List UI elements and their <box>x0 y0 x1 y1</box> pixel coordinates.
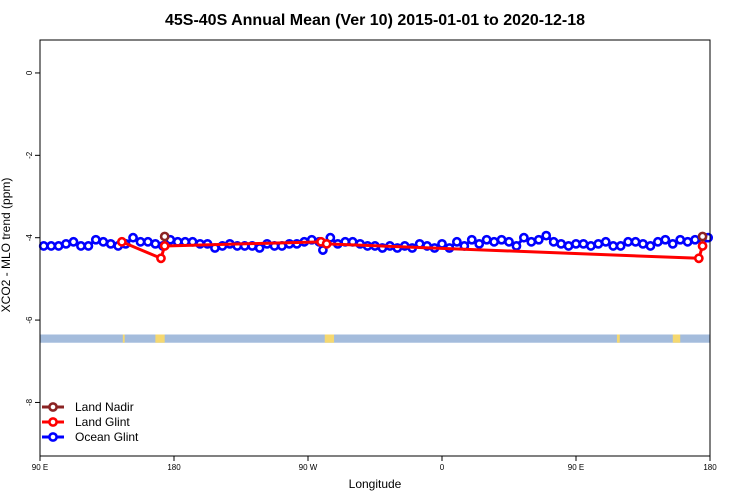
legend-label-land-nadir: Land Nadir <box>75 400 134 414</box>
ocean-glint-point <box>623 236 634 247</box>
ocean-glint-point <box>466 234 477 245</box>
ocean-glint-point <box>481 234 492 245</box>
ocean-glint-point <box>105 238 116 249</box>
ocean-glint-point <box>489 236 500 247</box>
y-tick-label: -6 <box>25 316 34 324</box>
x-axis: 90 E 180 90 W 0 90 E 180 <box>32 456 717 472</box>
ocean-glint-point <box>578 238 589 249</box>
land-glint-point <box>321 238 332 249</box>
plot-frame <box>39 39 711 457</box>
legend-label-land-glint: Land Glint <box>75 415 130 429</box>
legend-marker-ocean-glint <box>48 432 58 442</box>
land-glint-point <box>156 253 166 264</box>
land-glint-point <box>116 236 127 247</box>
legend-marker-land-nadir <box>48 402 58 412</box>
x-tick-label: 90 E <box>568 463 584 472</box>
ocean-glint-point <box>533 234 544 245</box>
legend-label-ocean-glint: Ocean Glint <box>75 430 139 444</box>
ocean-glint-point <box>76 241 86 251</box>
ocean-glint-point <box>675 234 686 245</box>
land-nadir-point <box>159 231 170 242</box>
ocean-glint-point <box>451 236 462 247</box>
ocean-glint-point <box>83 241 94 251</box>
ocean-glint-point <box>128 232 138 243</box>
y-axis: 0 -2 -4 -6 -8 <box>25 70 40 406</box>
ocean-glint-point <box>600 236 611 247</box>
ocean-glint-point <box>593 238 604 249</box>
ocean-glint-point <box>630 236 641 247</box>
series-layer <box>38 230 714 264</box>
ocean-glint-point <box>135 236 146 247</box>
ocean-glint-point <box>61 238 71 249</box>
land-ocean-mask <box>40 334 710 343</box>
ocean-glint-point <box>143 236 153 247</box>
ocean-glint-point <box>90 234 101 245</box>
ocean-glint-point <box>585 241 596 251</box>
land-glint-point <box>693 253 704 264</box>
ocean-glint-point <box>645 241 656 251</box>
ocean-glint-point <box>690 234 701 245</box>
ocean-glint-point <box>541 230 552 241</box>
land-segment <box>324 334 335 343</box>
land-segment <box>672 334 681 343</box>
ocean-glint-point <box>511 241 522 251</box>
land-segment <box>155 334 165 343</box>
ocean-glint-point <box>608 241 619 251</box>
ocean-glint-point <box>652 236 663 247</box>
x-tick-label: 90 E <box>32 463 48 472</box>
ocean-glint-point <box>638 238 648 249</box>
y-tick-label: 0 <box>25 70 34 75</box>
ocean-glint-point <box>571 238 581 249</box>
x-tick-label: 180 <box>167 463 181 472</box>
ocean-glint-point <box>504 236 514 247</box>
ocean-glint-point <box>53 241 64 251</box>
ocean-glint-point <box>615 241 626 251</box>
ocean-glint-point <box>548 236 559 247</box>
ocean-glint-point <box>563 241 574 251</box>
ocean-glint-point <box>437 238 447 249</box>
land-glint-point <box>697 241 708 251</box>
y-tick-label: -2 <box>25 151 34 159</box>
ocean-strip <box>40 334 710 343</box>
ocean-glint-point <box>150 238 161 249</box>
ocean-glint-point <box>556 238 567 249</box>
x-axis-label: Longitude <box>349 477 402 491</box>
land-nadir-point <box>697 231 708 242</box>
ocean-glint-point <box>526 236 537 247</box>
x-tick-label: 90 W <box>299 463 318 472</box>
ocean-glint-point <box>98 236 109 247</box>
y-tick-label: -4 <box>25 234 34 242</box>
ocean-glint-point <box>474 238 485 249</box>
ocean-glint-point <box>682 236 693 247</box>
ocean-glint-point <box>68 236 79 247</box>
x-tick-label: 0 <box>440 463 445 472</box>
x-tick-label: 180 <box>703 463 717 472</box>
chart-title: 45S-40S Annual Mean (Ver 10) 2015-01-01 … <box>165 12 585 29</box>
land-segment <box>122 334 125 343</box>
land-segment <box>616 334 620 343</box>
ocean-glint-point <box>254 243 265 253</box>
ocean-glint-point <box>660 234 671 245</box>
y-tick-label: -8 <box>25 398 34 406</box>
ocean-glint-point <box>518 232 529 243</box>
y-axis-label: XCO2 - MLO trend (ppm) <box>0 178 13 313</box>
land-glint-point <box>159 241 170 251</box>
ocean-glint-point <box>667 238 678 249</box>
legend-marker-land-glint <box>48 417 58 427</box>
ocean-glint-point <box>38 241 49 251</box>
ocean-glint-point <box>496 234 507 245</box>
ocean-glint-point <box>46 241 57 251</box>
